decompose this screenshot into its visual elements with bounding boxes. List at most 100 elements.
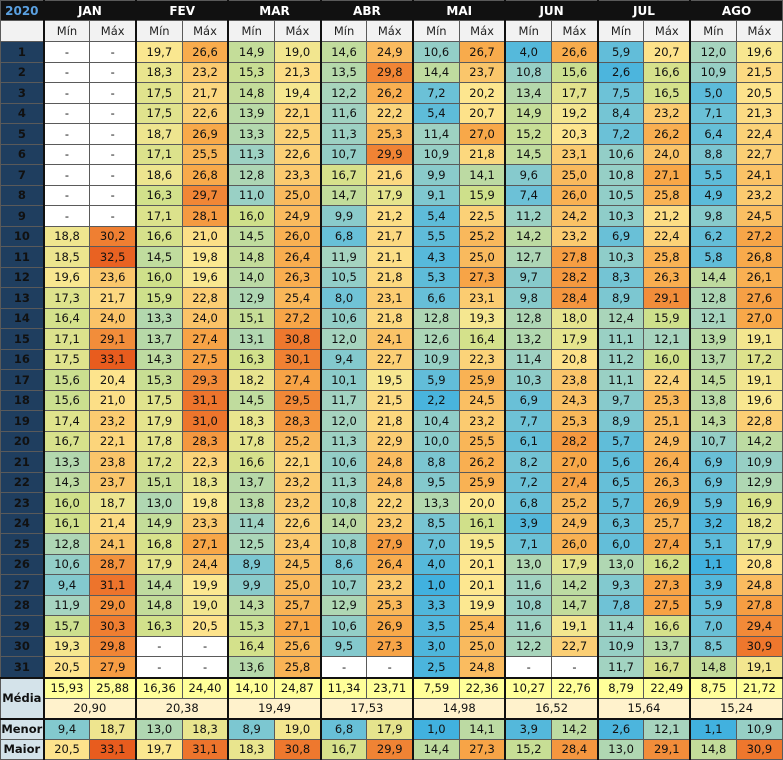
max-cell: 21,5 xyxy=(735,61,783,83)
min-cell: 17,9 xyxy=(135,553,183,575)
max-cell: 27,1 xyxy=(643,164,691,186)
max-cell: 20,1 xyxy=(458,553,506,575)
media-total-cell: 15,24 xyxy=(689,697,783,719)
min-cell: 11,1 xyxy=(596,328,645,350)
min-cell: 17,5 xyxy=(135,102,183,124)
media-min-cell: 7,59 xyxy=(412,676,460,699)
max-cell: 20,2 xyxy=(458,82,506,104)
min-cell: 5,9 xyxy=(689,594,737,616)
media-min-cell: 15,93 xyxy=(42,676,91,699)
min-cell: 10,9 xyxy=(596,635,645,657)
max-cell: 23,2 xyxy=(735,184,783,206)
maior-max-cell: 29,9 xyxy=(366,738,414,760)
min-cell: 12,8 xyxy=(412,307,460,329)
min-cell: 14,6 xyxy=(319,41,368,63)
max-cell: 22,5 xyxy=(274,123,322,145)
max-cell: 26,0 xyxy=(551,184,599,206)
max-cell: 26,3 xyxy=(274,266,322,288)
min-cell: 9,3 xyxy=(596,574,645,596)
min-cell: 9,4 xyxy=(42,574,91,596)
max-cell: 19,4 xyxy=(274,82,322,104)
sub-header-corner xyxy=(0,20,45,42)
max-cell: 28,2 xyxy=(551,266,599,288)
max-cell: 23,8 xyxy=(551,369,599,391)
min-cell: 11,3 xyxy=(319,123,368,145)
max-cell: 28,2 xyxy=(551,430,599,452)
max-cell: 17,9 xyxy=(735,533,783,555)
max-cell: 25,7 xyxy=(643,512,691,534)
max-cell: 26,4 xyxy=(274,246,322,268)
min-cell: 11,9 xyxy=(42,594,91,616)
min-cell: 4,0 xyxy=(412,553,460,575)
max-cell: 27,1 xyxy=(274,615,322,637)
month-header-row: 2020 JAN FEV MAR ABR MAI JUN JUL AGO xyxy=(0,0,783,21)
max-cell: 23,2 xyxy=(274,471,322,493)
min-cell: 14,9 xyxy=(135,512,183,534)
min-cell: 13,4 xyxy=(504,82,553,104)
max-cell: 16,6 xyxy=(643,615,691,637)
min-cell: 13,0 xyxy=(504,553,553,575)
max-cell: 26,9 xyxy=(366,615,414,637)
min-cell: 13,3 xyxy=(42,451,91,473)
media-max-cell: 22,36 xyxy=(458,676,506,699)
max-cell: 27,0 xyxy=(735,307,783,329)
min-cell: 14,4 xyxy=(135,574,183,596)
min-cell: 14,9 xyxy=(504,102,553,124)
min-cell: 9,5 xyxy=(412,471,460,493)
min-cell: 19,3 xyxy=(42,635,91,657)
min-cell: 14,7 xyxy=(319,184,368,206)
min-cell: 16,4 xyxy=(227,635,276,657)
min-cell: 12,8 xyxy=(227,164,276,186)
min-cell: 16,3 xyxy=(135,615,183,637)
max-cell: 24,2 xyxy=(551,205,599,227)
min-cell: 14,0 xyxy=(227,266,276,288)
day-label: 6 xyxy=(0,143,45,165)
min-cell: 16,4 xyxy=(42,307,91,329)
max-cell: 23,2 xyxy=(551,225,599,247)
min-cell: 13,9 xyxy=(689,328,737,350)
max-cell: - xyxy=(366,656,414,678)
min-cell: 18,3 xyxy=(135,61,183,83)
max-cell: 27,2 xyxy=(735,225,783,247)
min-cell: 11,0 xyxy=(227,184,276,206)
max-cell: 19,9 xyxy=(458,594,506,616)
day-label: 18 xyxy=(0,389,45,411)
max-column-header: Máx xyxy=(274,20,322,42)
max-cell: 16,2 xyxy=(643,553,691,575)
min-cell: 2,5 xyxy=(412,656,460,678)
day-label: 29 xyxy=(0,615,45,637)
max-cell: 25,5 xyxy=(181,143,229,165)
min-cell: 5,5 xyxy=(412,225,460,247)
max-cell: 29,8 xyxy=(89,635,137,657)
min-cell: 12,1 xyxy=(689,307,737,329)
min-cell: 10,6 xyxy=(412,41,460,63)
max-cell: 21,6 xyxy=(366,164,414,186)
max-cell: 24,8 xyxy=(735,574,783,596)
max-cell: 28,4 xyxy=(551,287,599,309)
max-cell: - xyxy=(89,102,137,124)
max-cell: 29,8 xyxy=(366,61,414,83)
max-cell: 26,4 xyxy=(366,553,414,575)
maior-min-cell: 14,4 xyxy=(412,738,460,760)
media-min-cell: 8,75 xyxy=(689,676,737,699)
max-cell: 21,3 xyxy=(274,61,322,83)
max-cell: 19,8 xyxy=(181,246,229,268)
min-cell: 5,5 xyxy=(689,164,737,186)
maior-max-cell: 28,4 xyxy=(551,738,599,760)
min-cell: 9,6 xyxy=(504,164,553,186)
min-cell: 14,5 xyxy=(689,369,737,391)
min-cell: 6,6 xyxy=(412,287,460,309)
min-cell: 15,1 xyxy=(227,307,276,329)
min-column-header: Mín xyxy=(319,20,368,42)
maior-row: Maior 20,5 33,1 19,7 31,1 18,3 30,8 16,7 29,9 14,… xyxy=(0,738,783,760)
min-cell: 7,1 xyxy=(504,533,553,555)
max-cell: 23,2 xyxy=(181,61,229,83)
max-cell: 25,9 xyxy=(458,369,506,391)
max-cell: 16,6 xyxy=(643,61,691,83)
max-column-header: Máx xyxy=(643,20,691,42)
max-cell: 22,3 xyxy=(458,348,506,370)
max-cell: 16,4 xyxy=(458,328,506,350)
day-label: 25 xyxy=(0,533,45,555)
min-cell: 6,0 xyxy=(596,533,645,555)
day-label: 21 xyxy=(0,451,45,473)
